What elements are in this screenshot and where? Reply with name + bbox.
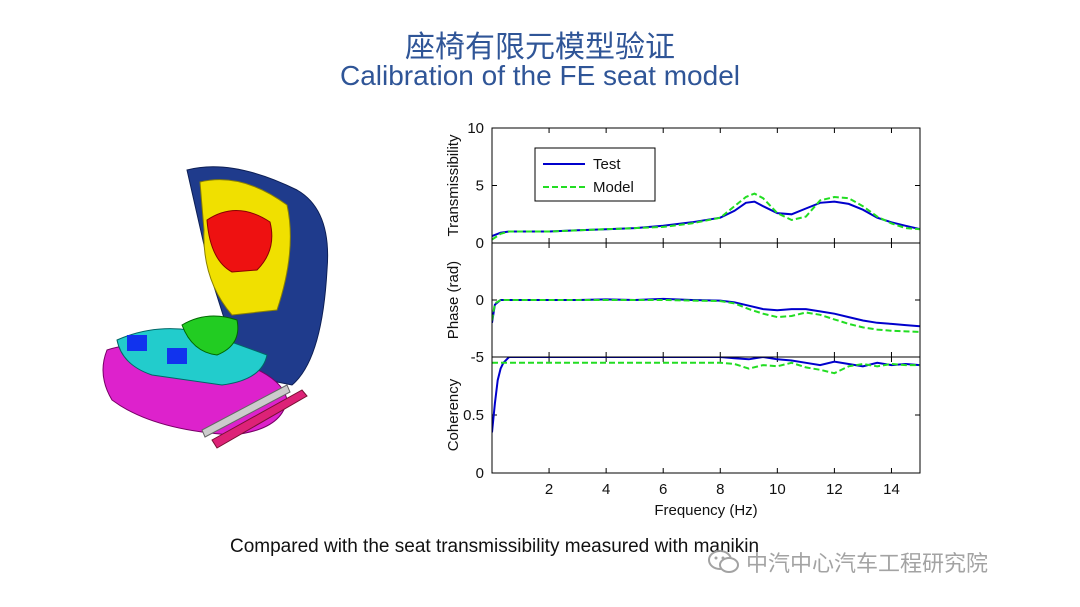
torso-mesh: [206, 210, 273, 273]
x-tick-label: 12: [826, 481, 843, 498]
watermark: 中汽中心汽车工程研究院: [708, 546, 988, 578]
y-tick-label: 10: [467, 120, 484, 137]
y-tick-label: 5: [476, 178, 484, 195]
foot-block-right: [167, 348, 187, 364]
hip-mesh: [181, 315, 239, 356]
legend-box: [534, 147, 656, 202]
y-tick-label: 0.5: [463, 407, 484, 424]
fe-seat-model-illustration: [102, 166, 329, 449]
foot-block-left: [127, 335, 147, 351]
watermark-text: 中汽中心汽车工程研究院: [746, 552, 989, 577]
y-axis-label: Phase (rad): [445, 261, 462, 339]
page-title-english: Calibration of the FE seat model: [340, 60, 740, 91]
seat-rail: [211, 389, 308, 449]
chart-caption: Compared with the seat transmissibility …: [230, 536, 760, 557]
y-tick-label: -5: [471, 349, 484, 366]
series-line-test: [492, 357, 920, 433]
series-line-model: [492, 299, 920, 333]
x-tick-label: 8: [716, 481, 724, 498]
wechat-icon: [708, 550, 739, 573]
y-axis-label: Coherency: [445, 378, 462, 451]
x-tick-label: 6: [659, 481, 667, 498]
panel-frame: [491, 356, 921, 474]
x-tick-label: 4: [602, 481, 610, 498]
legend-label-model: Model: [593, 179, 634, 196]
x-tick-label: 14: [883, 481, 900, 498]
y-axis-label: Transmissibility: [445, 134, 462, 236]
y-tick-label: 0: [476, 465, 484, 482]
series-line-model: [492, 192, 920, 241]
x-tick-label: 2: [545, 481, 553, 498]
y-tick-label: 0: [476, 235, 484, 252]
x-tick-label: 10: [769, 481, 786, 498]
x-axis-label: Frequency (Hz): [654, 502, 757, 519]
page-title-chinese: 座椅有限元模型验证: [405, 30, 675, 65]
seat-rail-frame: [201, 384, 291, 438]
series-line-model: [492, 361, 920, 375]
y-tick-label: 0: [476, 292, 484, 309]
series-line-test: [492, 297, 920, 328]
legend-label-test: Test: [593, 156, 621, 173]
